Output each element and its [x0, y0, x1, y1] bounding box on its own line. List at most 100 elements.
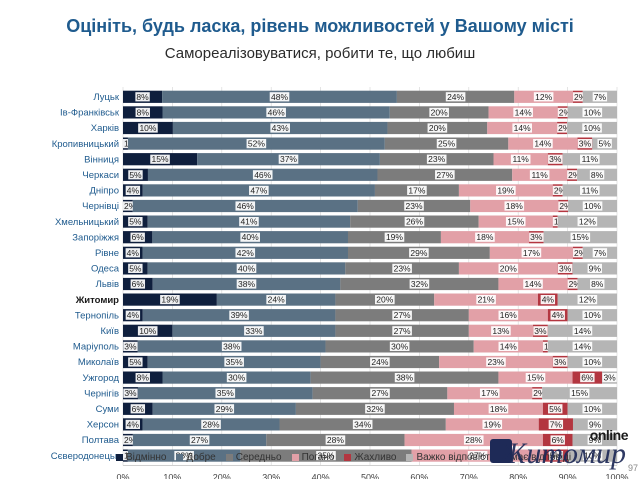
data-label-box [482, 419, 503, 429]
data-label: 14% [534, 139, 551, 149]
data-label: 10% [584, 404, 601, 414]
category-label: Черкаси [82, 170, 119, 181]
data-label-box [389, 341, 410, 351]
data-label: 15% [527, 373, 544, 383]
legend-label: Добре [186, 452, 216, 463]
data-label-box [592, 92, 608, 102]
data-label: 6% [132, 279, 145, 289]
data-label: 7% [594, 92, 607, 102]
data-label-box [533, 326, 548, 336]
data-label-box [125, 248, 140, 258]
data-label-box [239, 217, 259, 227]
data-label: 2% [559, 201, 572, 211]
page-subtitle: Самореалізовуватися, робити те, що любиш [164, 45, 476, 62]
data-label-box [125, 185, 141, 195]
data-label: 15% [572, 232, 589, 242]
data-label: 14% [574, 341, 591, 351]
legend-item: Погано [291, 452, 334, 463]
data-label-box [557, 123, 572, 133]
data-label: 14% [514, 123, 531, 133]
data-label: 6% [552, 435, 565, 445]
legend-swatch [344, 454, 352, 461]
data-label-box [235, 248, 256, 258]
data-label: 2% [124, 435, 137, 445]
data-label-box [392, 310, 412, 320]
data-label-box [587, 263, 602, 273]
data-label: 3% [124, 388, 137, 398]
data-label: 38% [396, 373, 413, 383]
data-label-box [407, 185, 427, 195]
category-label: Полтава [82, 435, 120, 446]
data-label: 16% [500, 310, 517, 320]
data-label: 10% [584, 310, 601, 320]
data-label: 17% [481, 388, 498, 398]
data-label: 9% [589, 435, 602, 445]
data-label: 19% [386, 232, 403, 242]
data-label: 52% [248, 139, 265, 149]
data-label-box [201, 419, 221, 429]
data-label-box [602, 373, 617, 383]
data-label-box [429, 107, 449, 117]
x-tick-label: 60% [410, 472, 428, 479]
data-label: 27% [191, 435, 208, 445]
data-label-box [189, 435, 210, 445]
data-label: 8% [136, 92, 149, 102]
data-label: 3% [549, 154, 562, 164]
data-label-box [270, 123, 290, 133]
legend-label: Середньо [235, 452, 282, 463]
data-label-box [125, 310, 141, 320]
category-label: Суми [96, 404, 119, 415]
data-label-box [135, 373, 150, 383]
data-label-box [467, 451, 488, 461]
data-label-box [525, 373, 546, 383]
data-label: 39% [231, 310, 248, 320]
category-label: Сєверодонецьк [51, 451, 120, 462]
data-label-box [548, 451, 564, 461]
legend-item: Добре [176, 452, 216, 463]
data-label: 47% [250, 185, 267, 195]
data-label: 46% [268, 107, 285, 117]
data-label-box [567, 170, 582, 180]
data-label-box [488, 404, 509, 414]
data-label-box [510, 154, 531, 164]
category-label: Маріуполь [73, 342, 119, 353]
x-tick-label: 0% [116, 472, 129, 479]
data-label-box [513, 107, 533, 117]
data-label: 38% [238, 279, 255, 289]
data-label-box [215, 388, 236, 398]
data-label: 27% [469, 451, 486, 461]
data-label: 2% [574, 92, 587, 102]
data-label-box [552, 357, 568, 367]
data-label-box [550, 310, 565, 320]
data-label: 7% [550, 419, 563, 429]
data-label: 33% [245, 326, 262, 336]
data-label-box [426, 154, 447, 164]
data-label: 2% [533, 388, 546, 398]
data-label: 10% [584, 107, 601, 117]
data-label: 11% [512, 154, 529, 164]
data-label: 2% [558, 123, 571, 133]
data-label-box [375, 295, 395, 305]
data-label-box [266, 295, 286, 305]
data-label: 38% [223, 341, 240, 351]
data-label-box [498, 310, 519, 320]
data-label-box [249, 185, 269, 195]
data-label: 3% [124, 341, 137, 351]
data-label-box [244, 326, 264, 336]
legend-swatch [116, 454, 123, 461]
data-label-box [582, 123, 602, 133]
data-label: 3% [579, 139, 592, 149]
watermark-city-text: Житомир [498, 437, 626, 470]
data-label-box [552, 185, 568, 195]
data-label: 13% [492, 326, 509, 336]
data-label: 23% [487, 357, 504, 367]
data-label-box [548, 404, 563, 414]
data-label: 4% [127, 185, 140, 195]
data-label-box [479, 388, 500, 398]
data-label-box [550, 435, 565, 445]
data-label-box [577, 295, 598, 305]
data-label-box [557, 107, 573, 117]
data-label-box [325, 435, 346, 445]
category-label: Вінниця [84, 154, 119, 165]
